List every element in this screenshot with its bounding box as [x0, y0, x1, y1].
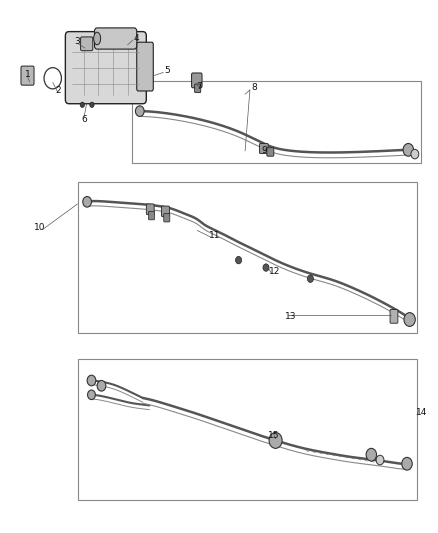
Text: 9: 9	[262, 147, 268, 156]
Circle shape	[404, 313, 415, 326]
Text: 14: 14	[416, 408, 427, 417]
Text: 5: 5	[164, 66, 170, 75]
Circle shape	[411, 149, 419, 159]
Circle shape	[87, 375, 96, 386]
Circle shape	[307, 275, 314, 282]
FancyBboxPatch shape	[148, 212, 155, 220]
Circle shape	[376, 455, 384, 465]
FancyBboxPatch shape	[162, 206, 170, 216]
FancyBboxPatch shape	[81, 37, 93, 51]
Bar	[78, 182, 417, 333]
FancyBboxPatch shape	[95, 28, 137, 49]
Circle shape	[403, 143, 413, 156]
FancyBboxPatch shape	[137, 42, 153, 91]
FancyBboxPatch shape	[267, 148, 274, 156]
Circle shape	[402, 457, 412, 470]
FancyBboxPatch shape	[191, 73, 202, 88]
Circle shape	[135, 106, 144, 116]
Text: 6: 6	[81, 115, 87, 124]
Circle shape	[90, 102, 94, 108]
FancyBboxPatch shape	[390, 310, 398, 323]
Circle shape	[80, 102, 85, 108]
Circle shape	[236, 256, 242, 264]
Bar	[132, 81, 421, 163]
Text: 1: 1	[25, 70, 30, 79]
Text: 12: 12	[269, 268, 280, 276]
Text: 7: 7	[197, 82, 202, 91]
Circle shape	[83, 197, 92, 207]
FancyBboxPatch shape	[146, 204, 154, 215]
FancyBboxPatch shape	[65, 31, 146, 104]
FancyBboxPatch shape	[164, 214, 170, 222]
FancyBboxPatch shape	[194, 84, 201, 93]
Ellipse shape	[94, 32, 101, 45]
Text: 10: 10	[34, 223, 46, 232]
Text: 3: 3	[74, 37, 81, 46]
Circle shape	[88, 390, 95, 400]
Text: 8: 8	[251, 83, 257, 92]
Text: 15: 15	[268, 431, 279, 440]
Circle shape	[269, 432, 282, 448]
Circle shape	[263, 264, 269, 271]
Circle shape	[366, 448, 377, 461]
Text: 2: 2	[55, 86, 61, 95]
FancyBboxPatch shape	[21, 66, 34, 85]
Bar	[78, 359, 417, 500]
Text: 4: 4	[134, 34, 139, 43]
FancyBboxPatch shape	[259, 143, 268, 154]
Circle shape	[97, 381, 106, 391]
Text: 13: 13	[285, 312, 297, 321]
Text: 11: 11	[209, 231, 220, 240]
